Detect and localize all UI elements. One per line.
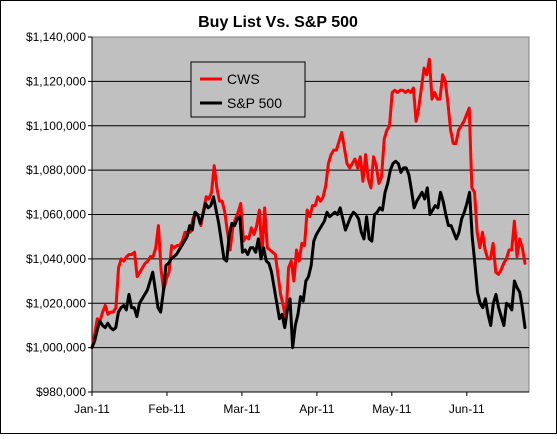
y-tick-label: $1,040,000 xyxy=(26,252,86,266)
x-tick-label: Apr-11 xyxy=(299,402,334,416)
x-tick-label: May-11 xyxy=(372,402,411,416)
x-tick-label: Jan-11 xyxy=(74,402,110,416)
y-tick-label: $1,060,000 xyxy=(26,208,86,222)
x-tick-label: Feb-11 xyxy=(148,402,185,416)
legend-label-cws: CWS xyxy=(227,71,260,87)
legend-box xyxy=(190,61,306,118)
x-tick-label: Mar-11 xyxy=(223,402,260,416)
legend: CWS S&P 500 xyxy=(190,61,306,118)
y-tick-label: $1,120,000 xyxy=(26,74,86,88)
series-line-sp500 xyxy=(90,159,527,350)
y-tick-label: $1,100,000 xyxy=(26,119,86,133)
y-axis: $980,000 $1,000,000 $1,020,000 $1,040,000 $1… xyxy=(26,30,93,399)
y-tick-label: $980,000 xyxy=(36,385,86,399)
y-tick-label: $1,080,000 xyxy=(26,163,86,177)
y-tick-label: $1,140,000 xyxy=(26,30,86,44)
chart-title: Buy List Vs. S&P 500 xyxy=(198,14,358,31)
y-tick-label: $1,020,000 xyxy=(26,296,86,310)
y-tick-label: $1,000,000 xyxy=(26,341,86,355)
series-lines xyxy=(90,57,527,350)
x-axis: Jan-11 Feb-11 Mar-11 Apr-11 May-11 Jun-11 xyxy=(74,391,529,416)
x-tick-label: Jun-11 xyxy=(449,402,485,416)
legend-label-sp500: S&P 500 xyxy=(227,95,282,111)
